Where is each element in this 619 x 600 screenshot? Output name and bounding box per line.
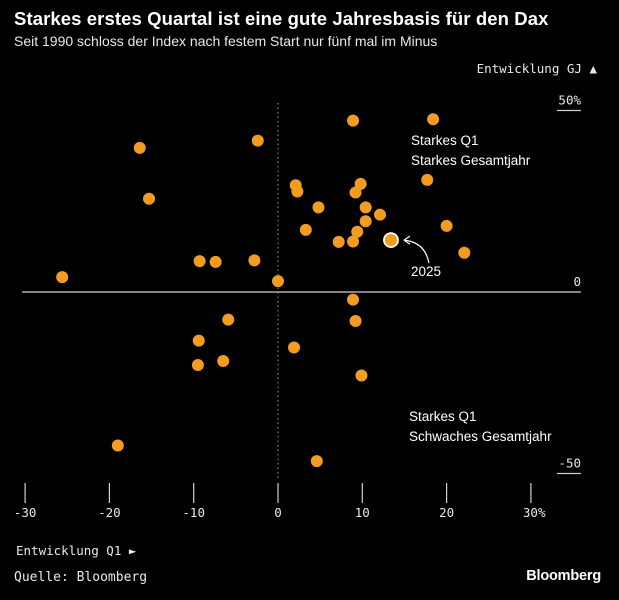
data-point: [193, 255, 206, 268]
data-point: [349, 186, 362, 199]
data-point: [217, 354, 230, 367]
data-point: [143, 192, 156, 205]
x-tick-label: 20: [439, 505, 454, 520]
data-point: [192, 334, 205, 347]
data-point: [310, 455, 323, 468]
data-point: [332, 235, 345, 248]
data-point: [347, 293, 360, 306]
x-tick-label: -10: [182, 505, 205, 520]
data-point: [354, 177, 367, 190]
data-point: [347, 235, 360, 248]
data-point: [312, 201, 325, 214]
data-point: [347, 114, 360, 127]
source-note: Quelle: Bloomberg: [14, 570, 148, 585]
data-point: [56, 271, 69, 284]
data-point: [458, 246, 471, 259]
chart-title: Starkes erstes Quartal ist eine gute Jah…: [14, 8, 549, 29]
data-point: [351, 225, 364, 238]
y-axis-label: Entwicklung GJ ▲: [477, 61, 598, 76]
x-axis-label: Entwicklung Q1 ►: [16, 543, 137, 558]
x-tick-label: -20: [98, 505, 121, 520]
x-tick-label: 0: [274, 505, 282, 520]
y-tick-label: 50%: [558, 93, 581, 108]
data-point: [359, 201, 372, 214]
data-point: [359, 215, 372, 228]
data-point: [209, 255, 222, 268]
data-point: [191, 358, 204, 371]
annotation-bottom-right-line: Schwaches Gesamtjahr: [409, 429, 552, 444]
data-point: [374, 208, 387, 221]
annotation-top-right-line: Starkes Gesamtjahr: [411, 153, 531, 168]
x-tick-label: -30: [14, 505, 37, 520]
data-point: [272, 275, 284, 288]
axes-layer: 50% 0 -50 Entwicklung GJ ▲ -30 -20 -10 0 10 20 30%…: [14, 61, 598, 558]
data-point: [288, 341, 301, 354]
annotations-layer: 2025 Starkes Q1 Starkes Gesamtjahr Starkes …: [403, 133, 552, 444]
data-point: [421, 173, 434, 186]
chart-subtitle: Seit 1990 schloss der Index nach festem …: [14, 33, 438, 49]
data-point: [133, 141, 146, 154]
data-point: [440, 219, 453, 232]
highlight-arrow-head: [403, 235, 411, 245]
x-tick-label: 10: [355, 505, 370, 520]
highlight-label: 2025: [411, 264, 441, 279]
highlight-point-2025: [383, 232, 399, 248]
highlight-arrow: [403, 239, 430, 264]
y-tick-label: 0: [573, 274, 581, 289]
y-tick-label: -50: [558, 456, 581, 471]
data-point: [349, 315, 362, 328]
brand-logo: Bloomberg: [526, 568, 601, 584]
data-point: [355, 369, 368, 382]
data-point: [222, 313, 235, 326]
data-point: [248, 254, 261, 267]
points-layer: [56, 113, 471, 468]
data-point: [427, 113, 440, 126]
data-point: [251, 134, 264, 147]
x-tick-label: 30%: [523, 505, 546, 520]
annotation-bottom-right-line: Starkes Q1: [409, 409, 477, 424]
data-point: [111, 439, 124, 452]
annotation-top-right-line: Starkes Q1: [411, 133, 479, 148]
data-point: [299, 223, 312, 236]
data-point: [291, 185, 304, 198]
